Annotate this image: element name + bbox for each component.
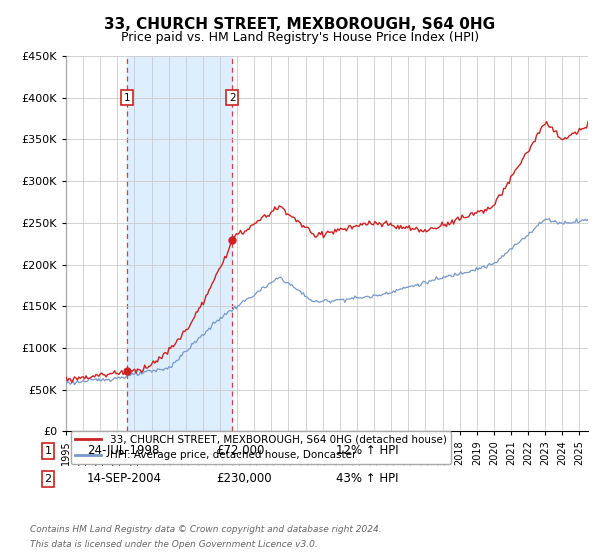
Bar	[127, 56, 232, 431]
Text: 12% ↑ HPI: 12% ↑ HPI	[336, 444, 398, 458]
Text: 43% ↑ HPI: 43% ↑ HPI	[336, 472, 398, 486]
Text: Contains HM Land Registry data © Crown copyright and database right 2024.: Contains HM Land Registry data © Crown c…	[30, 525, 382, 534]
Text: This data is licensed under the Open Government Licence v3.0.: This data is licensed under the Open Gov…	[30, 540, 318, 549]
Text: 14-SEP-2004: 14-SEP-2004	[87, 472, 162, 486]
Text: 2: 2	[44, 474, 52, 484]
Legend: 33, CHURCH STREET, MEXBOROUGH, S64 0HG (detached house), HPI: Average price, det: 33, CHURCH STREET, MEXBOROUGH, S64 0HG (…	[71, 431, 451, 464]
Text: 2: 2	[229, 93, 235, 102]
Text: 1: 1	[44, 446, 52, 456]
Text: £72,000: £72,000	[216, 444, 265, 458]
Text: 24-JUL-1998: 24-JUL-1998	[87, 444, 160, 458]
Text: 33, CHURCH STREET, MEXBOROUGH, S64 0HG: 33, CHURCH STREET, MEXBOROUGH, S64 0HG	[104, 17, 496, 32]
Text: Price paid vs. HM Land Registry's House Price Index (HPI): Price paid vs. HM Land Registry's House …	[121, 31, 479, 44]
Text: £230,000: £230,000	[216, 472, 272, 486]
Text: 1: 1	[124, 93, 130, 102]
